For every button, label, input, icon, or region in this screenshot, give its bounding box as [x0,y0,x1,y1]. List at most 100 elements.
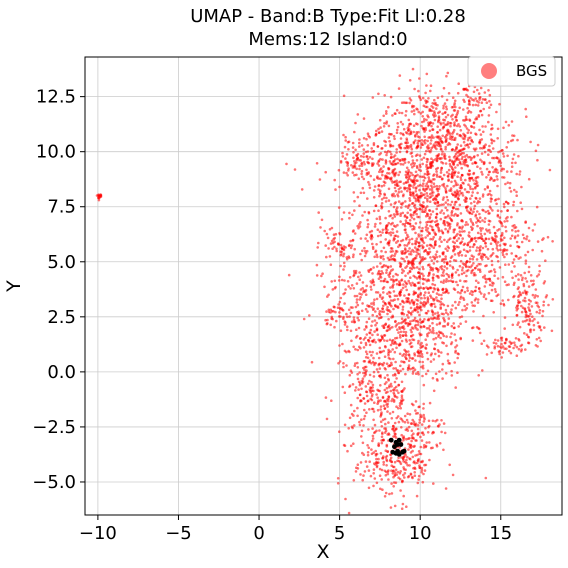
bgs-point [425,84,428,87]
bgs-point [355,466,358,470]
bgs-point [440,95,444,98]
bgs-point [438,255,442,258]
bgs-point [321,272,324,276]
bgs-point [470,124,473,128]
bgs-point [410,178,413,182]
bgs-point [390,492,394,495]
bgs-point [474,187,477,190]
bgs-point [527,285,531,288]
bgs-point [414,190,418,193]
bgs-point [452,230,456,234]
bgs-point [466,111,470,114]
bgs-point [440,267,444,271]
bgs-point [455,189,459,192]
bgs-point [454,212,457,216]
bgs-point [543,280,547,283]
bgs-point [435,323,439,326]
bgs-point [488,231,492,234]
bgs-point [369,236,373,239]
bgs-point [378,217,382,221]
bgs-point [402,257,405,261]
bgs-point [363,402,367,405]
bgs-point [434,114,437,117]
bgs-point [377,184,381,188]
bgs-point [475,249,478,252]
bgs-point [427,115,430,119]
bgs-point [429,360,433,363]
bgs-point [416,461,419,465]
bgs-point [389,350,392,353]
bgs-point [366,223,370,226]
bgs-point [473,304,477,308]
bgs-point [412,370,415,373]
bgs-point [455,118,458,122]
bgs-point [367,317,371,321]
bgs-point [431,317,435,321]
bgs-point [397,331,400,334]
bgs-point [410,330,413,334]
bgs-point [432,174,435,177]
bgs-point [408,128,411,131]
bgs-point [331,288,335,291]
bgs-point [538,311,541,315]
bgs-point [376,255,379,259]
bgs-point [422,433,425,436]
bgs-point [541,314,544,318]
bgs-point [480,237,484,240]
bgs-point [452,138,456,141]
bgs-point [383,94,387,97]
bgs-point [430,304,433,308]
bgs-point [387,356,391,360]
bgs-point [509,342,513,346]
bgs-point [418,207,422,211]
bgs-point [462,140,466,144]
bgs-point [387,187,391,191]
bgs-point [442,121,445,125]
bgs-point [362,191,366,195]
bgs-point [459,129,463,132]
bgs-point [446,214,450,217]
bgs-point [492,341,496,345]
bgs-point [421,265,425,269]
bgs-point [412,105,416,108]
bgs-point [465,260,468,264]
bgs-point [391,314,395,318]
bgs-point [444,147,447,151]
bgs-point [410,334,413,338]
bgs-point [515,190,518,194]
bgs-point [419,286,423,290]
bgs-point [384,345,387,349]
bgs-point [339,159,343,163]
bgs-point [463,230,466,233]
bgs-point [490,127,493,131]
bgs-point [352,156,355,160]
bgs-point [379,408,383,411]
bgs-point [409,320,412,323]
bgs-point [371,333,374,337]
bgs-point [498,159,502,162]
bgs-point [484,143,487,146]
bgs-point [363,249,367,253]
bgs-point [360,169,364,173]
bgs-point [441,134,445,138]
bgs-point [378,230,382,234]
bgs-point [382,361,386,365]
bgs-point [425,118,428,122]
bgs-point [407,316,410,319]
bgs-point [422,402,426,406]
bgs-point [398,402,402,405]
bgs-point [420,229,424,233]
bgs-point [368,186,372,190]
bgs-point [332,310,335,313]
bgs-point [416,310,420,314]
bgs-point [383,181,387,184]
bgs-point [358,337,362,340]
bgs-point [441,127,445,130]
bgs-point [404,334,408,338]
bgs-point [342,171,346,174]
bgs-point [551,298,555,301]
bgs-point [392,429,396,433]
bgs-point [490,177,493,180]
bgs-point [426,139,430,143]
bgs-point [470,237,474,240]
